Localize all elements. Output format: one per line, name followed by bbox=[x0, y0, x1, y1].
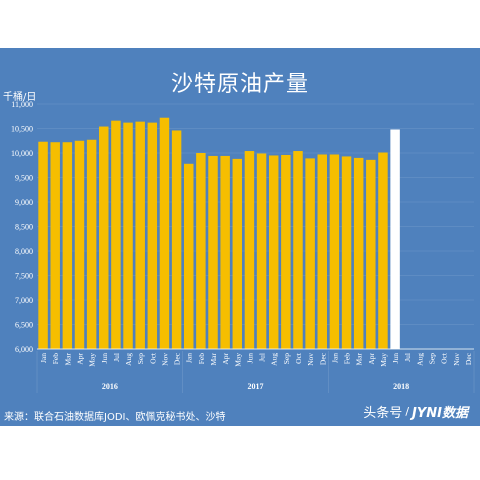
x-tick-label: Aug bbox=[124, 353, 133, 366]
bar bbox=[86, 139, 97, 349]
bar bbox=[184, 163, 194, 349]
y-axis-unit-label: 千桶/日 bbox=[3, 92, 37, 103]
watermark-separator: / bbox=[405, 405, 410, 418]
x-tick-label: Jun bbox=[391, 353, 400, 364]
bar bbox=[378, 152, 388, 349]
x-tick-label: Apr bbox=[221, 353, 230, 365]
bar bbox=[305, 158, 315, 349]
x-tick-label: Nov bbox=[160, 353, 169, 366]
bar bbox=[329, 154, 340, 349]
x-tick-label: Mar bbox=[209, 353, 218, 366]
bar bbox=[244, 151, 255, 349]
x-tick-label: Feb bbox=[343, 353, 352, 365]
x-tick-label: Apr bbox=[75, 353, 84, 365]
x-tick-label: Aug bbox=[270, 353, 279, 366]
bar bbox=[99, 126, 109, 349]
bar bbox=[256, 153, 267, 349]
y-tick-label: 7,500 bbox=[15, 272, 33, 281]
x-tick-label: Jul bbox=[112, 353, 121, 362]
bar bbox=[111, 120, 121, 349]
x-tick-label: Mar bbox=[63, 353, 72, 366]
x-tick-label: Sep bbox=[428, 353, 437, 365]
bar bbox=[268, 155, 279, 349]
bar bbox=[50, 142, 60, 349]
bar bbox=[38, 141, 48, 349]
bar bbox=[281, 154, 291, 349]
bar bbox=[293, 151, 303, 349]
y-tick-label: 8,000 bbox=[15, 247, 33, 256]
x-tick-label: Dec bbox=[318, 352, 327, 365]
bar bbox=[74, 140, 85, 349]
chart-title: 沙特原油产量 bbox=[170, 72, 309, 97]
x-tick-label: May bbox=[233, 353, 242, 367]
source-note: 来源：联合石油数据库JODI、欧佩克秘书处、沙特 bbox=[4, 412, 226, 423]
x-tick-label: Jul bbox=[403, 353, 412, 362]
year-label: 2018 bbox=[393, 382, 409, 391]
year-label: 2017 bbox=[248, 382, 264, 391]
x-tick-label: Nov bbox=[452, 353, 461, 366]
bar bbox=[232, 158, 243, 349]
bar bbox=[208, 155, 218, 349]
x-tick-label: Jul bbox=[258, 353, 267, 362]
y-tick-label: 9,500 bbox=[15, 174, 33, 183]
bar bbox=[196, 153, 206, 349]
x-tick-label: Jun bbox=[245, 353, 254, 364]
x-tick-label: Jan bbox=[185, 353, 194, 363]
bar bbox=[62, 142, 73, 349]
x-tick-label: Jan bbox=[39, 353, 48, 363]
x-tick-label: Jun bbox=[100, 353, 109, 364]
x-tick-label: Nov bbox=[306, 353, 315, 366]
bar bbox=[353, 157, 364, 349]
bar bbox=[123, 122, 133, 350]
y-tick-label: 10,000 bbox=[11, 149, 33, 158]
x-tick-label: Oct bbox=[294, 352, 303, 364]
y-tick-label: 11,000 bbox=[11, 100, 33, 109]
y-tick-label: 6,000 bbox=[15, 345, 33, 354]
bar bbox=[159, 117, 170, 349]
x-tick-label: Apr bbox=[367, 353, 376, 365]
x-tick-label: Feb bbox=[51, 353, 60, 365]
y-tick-label: 7,000 bbox=[15, 296, 33, 305]
watermark: 头条号 / JYNI数据 bbox=[363, 402, 468, 421]
bar bbox=[341, 156, 352, 349]
bar bbox=[147, 122, 158, 350]
x-tick-label: Aug bbox=[415, 353, 424, 366]
x-tick-label: Dec bbox=[173, 352, 182, 365]
bar bbox=[220, 155, 230, 349]
x-tick-label: Dec bbox=[464, 352, 473, 365]
x-tick-label: Oct bbox=[440, 352, 449, 364]
x-tick-label: Oct bbox=[148, 352, 157, 364]
x-tick-label: Sep bbox=[282, 353, 291, 365]
x-tick-label: Sep bbox=[136, 353, 145, 365]
bar bbox=[171, 130, 182, 349]
bar bbox=[317, 154, 327, 349]
y-tick-label: 6,500 bbox=[15, 321, 33, 330]
watermark-brand-logo: JYNI数据 bbox=[412, 406, 468, 421]
bar bbox=[390, 129, 400, 349]
y-tick-label: 9,000 bbox=[15, 198, 33, 207]
x-tick-label: May bbox=[379, 353, 388, 367]
x-tick-label: May bbox=[88, 353, 97, 367]
watermark-platform: 头条号 bbox=[363, 406, 403, 421]
y-tick-label: 8,500 bbox=[15, 223, 33, 232]
x-tick-label: Mar bbox=[355, 353, 364, 366]
bar bbox=[366, 159, 376, 349]
x-tick-label: Jan bbox=[330, 353, 339, 363]
bar bbox=[135, 121, 145, 349]
x-tick-label: Feb bbox=[197, 353, 206, 365]
y-tick-label: 10,500 bbox=[11, 125, 33, 134]
year-label: 2016 bbox=[102, 382, 118, 391]
